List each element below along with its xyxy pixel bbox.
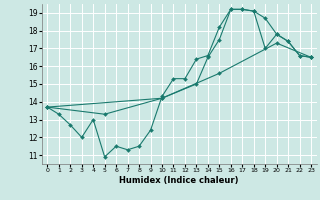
X-axis label: Humidex (Indice chaleur): Humidex (Indice chaleur) [119,176,239,185]
